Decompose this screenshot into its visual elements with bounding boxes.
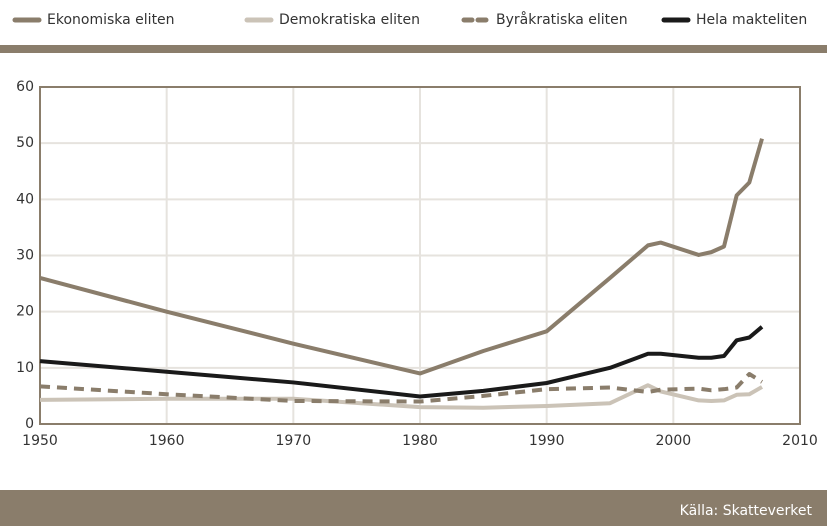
x-tick-label: 1960 bbox=[149, 433, 185, 449]
legend-label: Hela makteliten bbox=[696, 12, 807, 28]
footer-bar bbox=[0, 490, 827, 526]
y-tick-label: 30 bbox=[16, 248, 34, 264]
x-tick-label: 2010 bbox=[782, 433, 818, 449]
y-tick-label: 0 bbox=[25, 416, 34, 432]
series-line bbox=[39, 372, 764, 404]
y-tick-label: 20 bbox=[16, 304, 34, 320]
legend-label: Demokratiska eliten bbox=[279, 12, 420, 28]
x-tick-label: 1990 bbox=[529, 433, 565, 449]
source: Källa: Skatteverket bbox=[680, 503, 813, 519]
series-line bbox=[39, 138, 764, 376]
legend-label: Ekonomiska eliten bbox=[47, 12, 175, 28]
x-tick-label: 1950 bbox=[22, 433, 58, 449]
header-bar bbox=[0, 45, 827, 53]
x-tick-label: 1970 bbox=[276, 433, 312, 449]
y-tick-label: 50 bbox=[16, 135, 34, 151]
y-tick-label: 40 bbox=[16, 191, 34, 207]
y-tick-label: 60 bbox=[16, 79, 34, 95]
x-tick-label: 2000 bbox=[656, 433, 692, 449]
legend-label: Byråkratiska eliten bbox=[496, 11, 628, 28]
series-line bbox=[39, 325, 764, 399]
x-tick-label: 1980 bbox=[402, 433, 438, 449]
series-line bbox=[39, 383, 763, 410]
y-tick-label: 10 bbox=[16, 360, 34, 376]
plot-frame bbox=[39, 86, 801, 425]
